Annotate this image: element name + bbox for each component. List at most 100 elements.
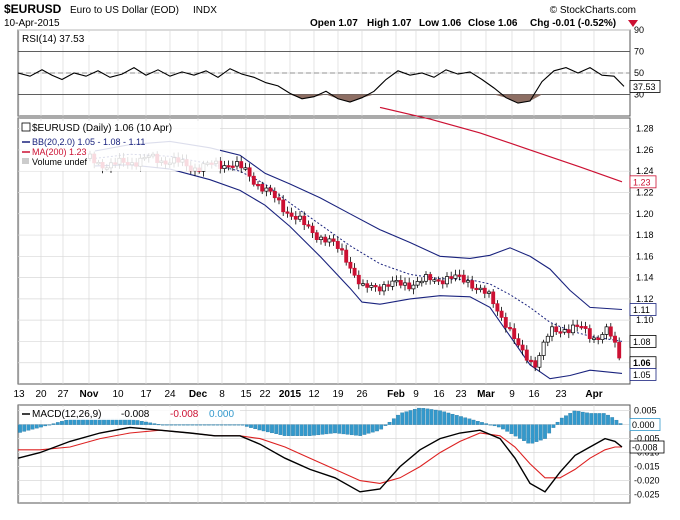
macd-histogram-bar: [375, 424, 379, 432]
candle-down: [306, 224, 311, 227]
macd-histogram-bar: [530, 424, 535, 444]
macd-histogram-bar: [522, 424, 526, 441]
macd-histogram-bar: [207, 424, 211, 426]
candle-up: [264, 187, 269, 192]
candle-down: [310, 225, 315, 234]
macd-histogram-bar: [404, 411, 409, 425]
macd-histogram-bar: [177, 424, 182, 426]
macd-histogram-bar: [228, 424, 232, 426]
macd-hist-label-box: [629, 418, 661, 432]
macd-histogram-bar: [18, 424, 22, 433]
macd-histogram-bar: [362, 424, 367, 435]
macd-histogram-bar: [282, 424, 287, 436]
candle-down: [512, 328, 517, 339]
macd-histogram-bar: [408, 410, 413, 425]
macd-histogram-bar: [475, 421, 480, 425]
macd-histogram-bar: [299, 424, 304, 436]
rsi-layer: [17, 51, 630, 104]
x-tick-label: 20: [35, 389, 47, 400]
macd-histogram-bar: [446, 412, 451, 425]
rsi-y-tick: 70: [634, 47, 644, 57]
macd-histogram-bar: [433, 409, 438, 425]
candle-down: [579, 326, 584, 329]
candle-down: [583, 326, 588, 329]
candle-down: [491, 291, 496, 305]
price-label-close: 1.06: [633, 358, 651, 368]
volume-legend-text: Volume undef: [32, 157, 88, 167]
macd-histogram-bar: [286, 424, 291, 436]
candle-down: [281, 199, 286, 213]
price-y-tick: 1.18: [636, 230, 654, 240]
price-y-tick: 1.16: [636, 251, 654, 261]
candle-up: [403, 282, 407, 286]
rsi-title: RSI(14) 37.53: [22, 34, 85, 45]
macd-histogram-bar: [169, 424, 174, 426]
candle-down: [508, 327, 512, 330]
macd-histogram-bar: [139, 421, 144, 425]
watermark: © StockCharts.com: [550, 5, 636, 16]
candle-up: [361, 283, 365, 286]
price-label-bb-mid: 1.08: [633, 337, 651, 347]
macd-histogram-bar: [173, 424, 178, 426]
candle-down: [377, 286, 382, 292]
macd-histogram-bar: [429, 409, 434, 425]
candle-up: [604, 326, 609, 335]
macd-line: [17, 426, 623, 493]
macd-histogram-bar: [496, 424, 501, 428]
macd-histogram-bar: [480, 422, 484, 425]
macd-histogram-bar: [459, 416, 463, 425]
ma200-line: [379, 106, 623, 183]
macd-histogram-bar: [383, 424, 388, 426]
macd-histogram-bar: [190, 424, 195, 426]
macd-histogram-bar: [328, 424, 333, 434]
candle-down: [461, 274, 466, 283]
macd-histogram-bar: [307, 424, 312, 436]
candle-down: [256, 183, 260, 187]
candle-down: [474, 287, 479, 291]
rsi-last-value-box: [629, 80, 661, 93]
candle-down: [344, 249, 349, 263]
x-tick-label: 17: [140, 389, 152, 400]
candle-down: [428, 274, 433, 281]
candle-down: [293, 216, 298, 220]
macd-histogram-bar: [492, 424, 497, 427]
candle-down: [352, 267, 357, 276]
macd-value-label-box: [629, 440, 665, 454]
candle-down: [285, 211, 290, 214]
macd-histogram-bar: [614, 419, 619, 425]
macd-histogram-bar: [194, 424, 199, 426]
candle-up: [298, 215, 302, 220]
candle-down: [302, 215, 307, 226]
x-tick-label: 24: [164, 389, 176, 400]
candle-down: [239, 161, 244, 169]
candle-up: [445, 276, 449, 285]
x-tick-label: 10: [112, 389, 124, 400]
x-tick-label: 23: [455, 389, 467, 400]
macd-histogram-bar: [240, 424, 245, 426]
candle-down: [495, 303, 500, 312]
macd-histogram-bar: [484, 423, 489, 425]
macd-hist-label: 0.000: [632, 420, 655, 430]
macd-histogram-bar: [345, 424, 350, 435]
x-tick-label: 16: [433, 389, 445, 400]
macd-histogram-bar: [555, 421, 560, 425]
macd-histogram-bar: [236, 424, 241, 426]
price-label-box: [629, 368, 657, 381]
macd-histogram-bar: [26, 424, 31, 431]
macd-histogram-bar: [223, 424, 228, 426]
candle-up: [432, 279, 437, 282]
macd-histogram-bar: [618, 423, 623, 425]
candle-up: [319, 236, 323, 240]
macd-histogram-bar: [358, 424, 363, 436]
instrument-name: Euro to US Dollar (EOD): [70, 5, 179, 16]
candle-up: [545, 335, 550, 343]
macd-histogram-bar: [551, 424, 556, 428]
macd-histogram-bar: [131, 419, 136, 425]
macd-histogram-bar: [55, 422, 60, 425]
macd-y-tick: 0.005: [634, 406, 657, 416]
x-tick-label: Mar: [477, 389, 495, 400]
x-tick-label: 8: [219, 389, 225, 400]
macd-histogram-bar: [400, 412, 405, 425]
